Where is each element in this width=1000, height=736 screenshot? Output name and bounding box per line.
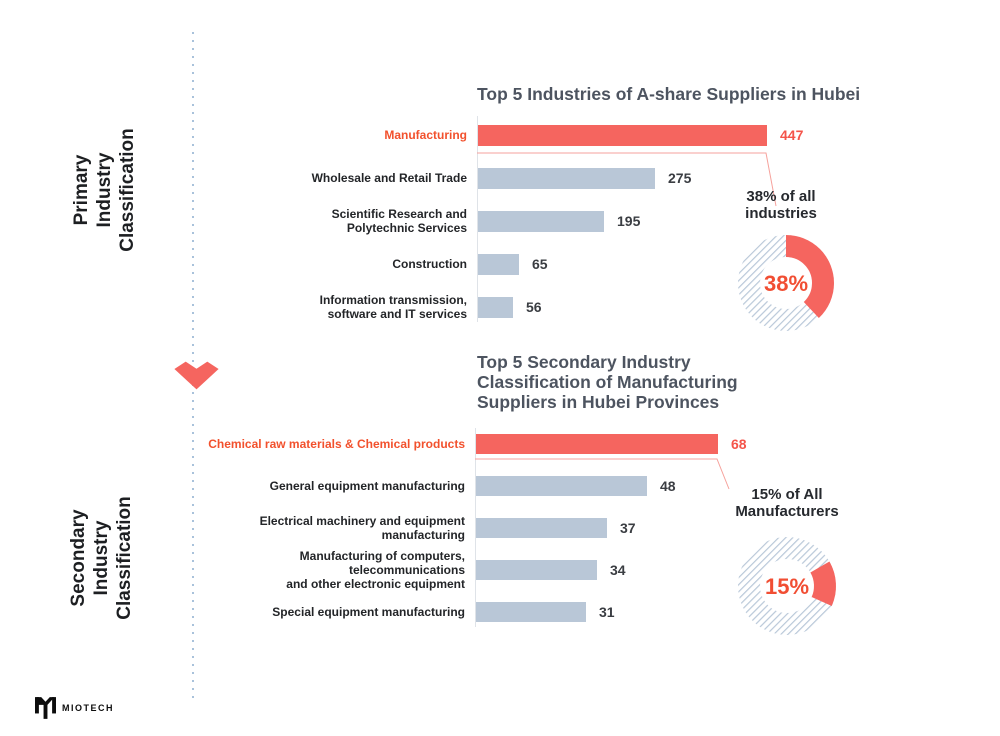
chart1-title: Top 5 Industries of A-share Suppliers in…	[477, 84, 861, 104]
bar	[475, 434, 718, 454]
donut-chart: 15%	[738, 537, 836, 635]
donut-center-text: 15%	[765, 574, 809, 599]
donut-chart: 38%	[738, 235, 834, 331]
bar-value: 31	[599, 604, 615, 620]
secondary-classification-label: Secondary Industry Classification	[68, 496, 135, 620]
bar-value: 195	[617, 213, 641, 229]
bar-label: Scientific Research and Polytechnic Serv…	[331, 207, 467, 235]
bar	[477, 167, 655, 189]
bar	[477, 210, 604, 232]
chart1-donut-label: 38% of all industries	[745, 188, 817, 222]
bar-row: Manufacturing of computers, telecommunic…	[185, 549, 626, 591]
bar-row: Scientific Research and Polytechnic Serv…	[197, 204, 641, 238]
donut-center-text: 38%	[764, 271, 808, 296]
bar-label: Manufacturing	[384, 128, 467, 142]
bar-value: 37	[620, 520, 636, 536]
chart1-donut: 38%	[736, 233, 836, 338]
bar-label: General equipment manufacturing	[269, 479, 465, 493]
bar	[475, 476, 647, 496]
bar	[477, 124, 767, 146]
primary-classification-label: Primary Industry Classification	[71, 128, 138, 252]
bar-value: 447	[780, 127, 804, 143]
miotech-logo: MIOTECH	[35, 697, 114, 719]
bar	[475, 602, 586, 622]
bar-label: Manufacturing of computers, telecommunic…	[286, 549, 465, 591]
chart2-donut: 15%	[737, 536, 837, 641]
bar-row: Special equipment manufacturing 31	[185, 595, 615, 629]
bar-value: 34	[610, 562, 626, 578]
bar-value: 68	[731, 436, 747, 452]
bar-row: Manufacturing 447	[197, 118, 803, 152]
bar-row: Electrical machinery and equipment manuf…	[185, 511, 636, 545]
bar-label: Chemical raw materials & Chemical produc…	[208, 437, 465, 451]
miotech-m-icon	[35, 697, 56, 719]
vertical-dotted-divider	[192, 32, 194, 700]
bar	[475, 518, 607, 538]
bar-label: Information transmission, software and I…	[319, 293, 467, 321]
bar-value: 56	[526, 299, 542, 315]
bar-row: Construction 65	[197, 247, 548, 281]
bar-label: Special equipment manufacturing	[272, 605, 465, 619]
bar-value: 65	[532, 256, 548, 272]
bar	[477, 253, 519, 275]
bar-label: Wholesale and Retail Trade	[311, 171, 467, 185]
bar-row: Wholesale and Retail Trade 275	[197, 161, 691, 195]
heart-arrow-icon	[174, 361, 219, 390]
miotech-logo-text: MIOTECH	[62, 703, 114, 713]
bar-label: Construction	[392, 257, 467, 271]
bar-row: General equipment manufacturing 48	[185, 469, 676, 503]
bar-row: Information transmission, software and I…	[197, 290, 542, 324]
bar-row: Chemical raw materials & Chemical produc…	[185, 427, 747, 461]
bar	[477, 296, 513, 318]
bar	[475, 560, 597, 580]
chart2-donut-label: 15% of All Manufacturers	[735, 486, 839, 520]
chart2-title: Top 5 Secondary Industry Classification …	[477, 352, 738, 412]
bar-label: Electrical machinery and equipment manuf…	[259, 514, 465, 542]
bar-value: 275	[668, 170, 692, 186]
bar-value: 48	[660, 478, 676, 494]
